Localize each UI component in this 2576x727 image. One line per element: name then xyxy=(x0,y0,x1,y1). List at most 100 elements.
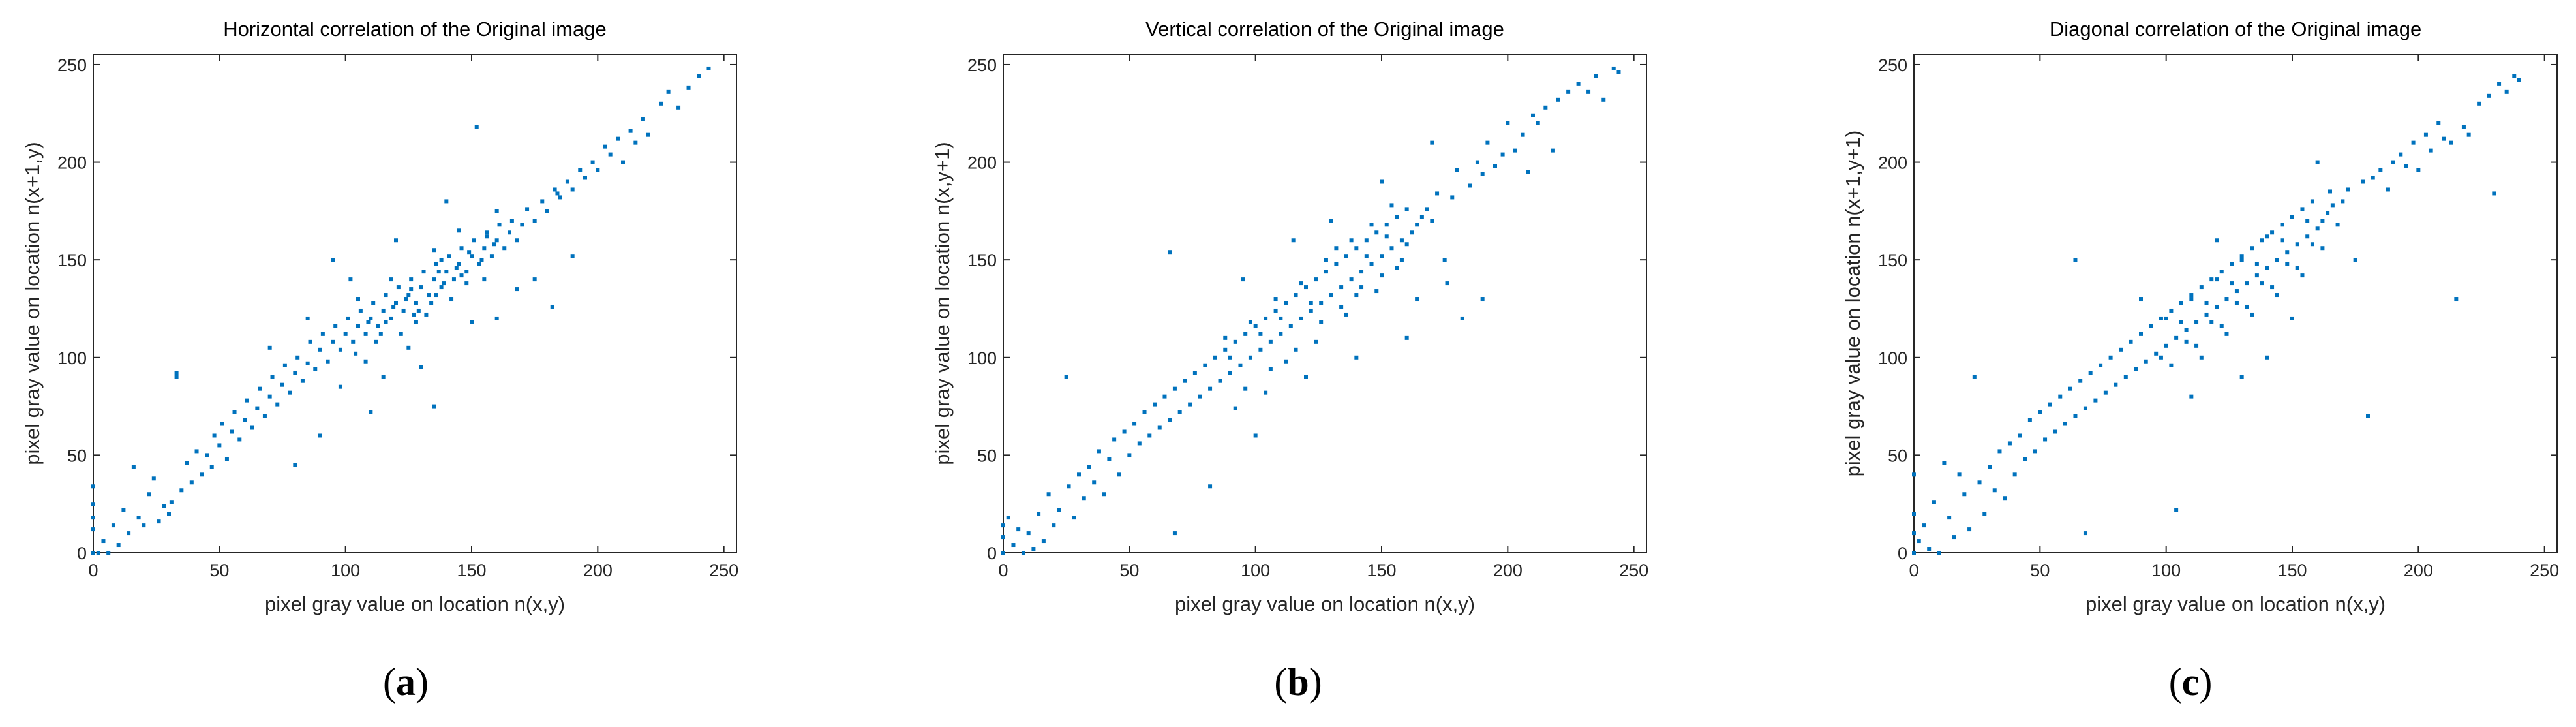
scatter-point-a-171 xyxy=(404,297,408,302)
scatter-point-b-41 xyxy=(1188,402,1192,407)
scatter-point-b-30 xyxy=(1142,410,1147,414)
scatter-point-a-140 xyxy=(532,277,537,282)
scatter-point-c-29 xyxy=(2043,437,2048,442)
scatter-point-b-60 xyxy=(1279,332,1283,336)
scatter-point-c-55 xyxy=(2164,343,2168,348)
scatter-point-a-142 xyxy=(444,199,449,204)
scatter-point-b-99 xyxy=(1485,140,1490,145)
scatter-point-a-111 xyxy=(570,187,575,192)
scatter-point-c-61 xyxy=(2194,320,2199,324)
scatter-point-b-36 xyxy=(1168,418,1172,422)
scatter-point-b-37 xyxy=(1172,531,1177,536)
scatter-point-a-129 xyxy=(706,66,711,70)
scatter-point-a-163 xyxy=(464,281,469,286)
scatter-point-a-52 xyxy=(305,361,310,365)
y-axis-label-a: pixel gray value on location n(x+1,y) xyxy=(21,142,44,465)
scatter-point-b-136 xyxy=(1395,266,1399,270)
scatter-point-c-93 xyxy=(2361,179,2365,184)
x-tick-label-c-3: 150 xyxy=(2277,561,2307,580)
scatter-point-c-45 xyxy=(2114,382,2118,387)
scatter-point-b-82 xyxy=(1389,246,1394,251)
scatter-point-a-12 xyxy=(131,465,136,469)
scatter-point-a-68 xyxy=(371,301,376,305)
scatter-point-a-75 xyxy=(401,308,406,313)
scatter-point-a-165 xyxy=(374,339,378,344)
scatter-point-a-6 xyxy=(101,539,106,544)
scatter-point-a-136 xyxy=(267,345,272,350)
x-tick-label-b-5: 250 xyxy=(1619,561,1648,580)
scatter-point-c-74 xyxy=(2260,238,2264,243)
scatter-point-b-147 xyxy=(1359,285,1364,290)
scatter-point-c-76 xyxy=(2270,230,2275,235)
scatter-point-b-42 xyxy=(1192,371,1197,375)
scatter-point-a-181 xyxy=(492,242,496,247)
scatter-point-a-65 xyxy=(358,308,363,313)
scatter-point-a-27 xyxy=(200,472,204,477)
scatter-point-a-122 xyxy=(641,117,645,121)
scatter-point-b-40 xyxy=(1183,379,1187,383)
scatter-point-c-28 xyxy=(2038,410,2042,414)
y-tick-label-a-0: 0 xyxy=(77,544,87,563)
scatter-point-a-63 xyxy=(351,339,356,344)
scatter-point-a-126 xyxy=(676,105,681,110)
scatter-point-a-95 xyxy=(485,230,489,235)
scatter-point-b-72 xyxy=(1339,285,1344,290)
scatter-point-b-79 xyxy=(1374,230,1379,235)
scatter-point-c-19 xyxy=(1992,488,1997,493)
scatter-point-b-22 xyxy=(1102,492,1106,497)
scatter-point-c-40 xyxy=(2088,371,2093,375)
scatter-point-a-78 xyxy=(414,301,418,305)
scatter-point-b-87 xyxy=(1415,223,1419,227)
scatter-point-a-176 xyxy=(378,332,383,336)
scatter-point-c-86 xyxy=(2320,219,2325,223)
scatter-point-a-29 xyxy=(209,465,214,469)
scatter-point-c-105 xyxy=(2436,121,2441,125)
scatter-point-c-150 xyxy=(2275,293,2279,298)
scatter-point-a-10 xyxy=(121,508,126,512)
scatter-point-b-16 xyxy=(1072,516,1076,520)
y-tick-label-c-2: 100 xyxy=(1878,348,1907,368)
scatter-point-a-77 xyxy=(409,277,414,282)
scatter-point-c-149 xyxy=(2250,312,2254,317)
scatter-point-a-17 xyxy=(157,519,161,524)
scatter-point-c-90 xyxy=(2341,199,2345,204)
scatter-point-c-78 xyxy=(2280,223,2284,227)
scatter-point-b-123 xyxy=(1430,140,1434,145)
scatter-point-c-63 xyxy=(2204,312,2209,317)
scatter-point-a-133 xyxy=(570,254,575,258)
scatter-point-b-128 xyxy=(1445,281,1449,286)
scatter-point-a-135 xyxy=(293,463,297,467)
scatter-point-c-108 xyxy=(2454,297,2459,302)
scatter-point-a-15 xyxy=(147,492,151,497)
scatter-point-c-22 xyxy=(2007,441,2012,446)
scatter-point-a-127 xyxy=(686,85,691,90)
scatter-point-b-63 xyxy=(1294,293,1298,298)
scatter-point-c-154 xyxy=(2215,277,2219,282)
scatter-point-a-148 xyxy=(381,375,386,379)
scatter-point-b-130 xyxy=(1264,390,1268,395)
scatter-point-c-132 xyxy=(2285,262,2290,266)
scatter-point-b-21 xyxy=(1097,449,1101,454)
scatter-point-c-101 xyxy=(2411,140,2416,145)
scatter-point-c-85 xyxy=(2315,226,2320,231)
scatter-point-a-141 xyxy=(394,238,398,243)
scatter-point-b-144 xyxy=(1223,335,1228,340)
scatter-point-c-33 xyxy=(2063,422,2067,426)
scatter-point-c-68 xyxy=(2230,262,2234,266)
scatter-point-c-141 xyxy=(2179,320,2183,324)
scatter-point-a-160 xyxy=(363,359,368,364)
scatter-point-b-1 xyxy=(1001,535,1005,540)
scatter-point-b-17 xyxy=(1077,472,1081,477)
scatter-point-b-107 xyxy=(1536,121,1540,125)
scatter-point-c-9 xyxy=(1942,461,1947,465)
scatter-point-c-10 xyxy=(1947,516,1952,520)
scatter-point-c-133 xyxy=(2310,242,2314,247)
scatter-point-a-180 xyxy=(467,250,472,255)
scatter-point-a-50 xyxy=(295,355,300,360)
chart-title-b: Vertical correlation of the Original ima… xyxy=(1145,18,1504,40)
scatter-point-c-54 xyxy=(2159,316,2163,320)
scatter-point-a-64 xyxy=(356,324,360,328)
x-tick-label-b-4: 200 xyxy=(1493,561,1523,580)
chart-title-c: Diagonal correlation of the Original ima… xyxy=(2050,18,2421,40)
scatter-point-a-11 xyxy=(127,531,131,536)
